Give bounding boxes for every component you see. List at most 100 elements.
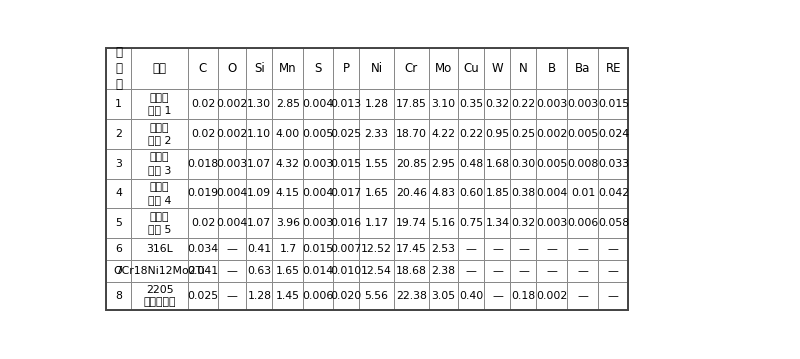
Bar xyxy=(106,178,131,208)
Bar xyxy=(394,149,429,178)
Bar xyxy=(458,238,485,260)
Bar xyxy=(510,208,537,238)
Text: 0.006: 0.006 xyxy=(567,218,598,228)
Bar xyxy=(359,178,394,208)
Bar xyxy=(246,238,272,260)
Bar xyxy=(598,48,628,89)
Text: 3: 3 xyxy=(115,159,122,169)
Text: 0.02: 0.02 xyxy=(190,218,215,228)
Text: 本发明
合金 3: 本发明 合金 3 xyxy=(148,153,171,175)
Bar xyxy=(458,149,485,178)
Bar xyxy=(218,208,246,238)
Text: 0.003: 0.003 xyxy=(536,218,568,228)
Bar xyxy=(272,119,303,149)
Bar xyxy=(458,208,485,238)
Bar xyxy=(485,283,510,309)
Bar xyxy=(188,48,218,89)
Bar xyxy=(131,149,188,178)
Text: 0.042: 0.042 xyxy=(598,188,629,199)
Text: Mo: Mo xyxy=(435,62,452,75)
Bar xyxy=(303,178,333,208)
Bar xyxy=(272,89,303,119)
Bar xyxy=(458,119,485,149)
Bar xyxy=(333,238,359,260)
Text: 20.85: 20.85 xyxy=(396,159,426,169)
Text: 20.46: 20.46 xyxy=(396,188,426,199)
Bar xyxy=(429,238,458,260)
Text: 3.10: 3.10 xyxy=(431,99,455,109)
Bar xyxy=(598,238,628,260)
Text: —: — xyxy=(226,291,238,301)
Bar xyxy=(598,89,628,119)
Bar xyxy=(394,283,429,309)
Text: Ni: Ni xyxy=(370,62,382,75)
Text: 8: 8 xyxy=(115,291,122,301)
Bar xyxy=(303,119,333,149)
Bar xyxy=(567,260,598,283)
Text: 0.020: 0.020 xyxy=(330,291,362,301)
Text: 0.004: 0.004 xyxy=(217,218,248,228)
Text: Si: Si xyxy=(254,62,265,75)
Text: 4.83: 4.83 xyxy=(431,188,455,199)
Bar xyxy=(272,260,303,283)
Bar xyxy=(458,283,485,309)
Text: —: — xyxy=(466,266,477,276)
Bar xyxy=(106,48,131,89)
Bar xyxy=(303,149,333,178)
Text: 0.22: 0.22 xyxy=(459,129,483,139)
Text: 0.02: 0.02 xyxy=(190,99,215,109)
Bar xyxy=(218,283,246,309)
Bar xyxy=(537,178,567,208)
Text: 0.60: 0.60 xyxy=(459,188,483,199)
Bar xyxy=(394,260,429,283)
Bar xyxy=(188,260,218,283)
Text: 0.019: 0.019 xyxy=(187,188,218,199)
Text: N: N xyxy=(519,62,528,75)
Bar xyxy=(485,149,510,178)
Bar xyxy=(246,208,272,238)
Text: 1.34: 1.34 xyxy=(486,218,510,228)
Bar xyxy=(246,283,272,309)
Text: 0.75: 0.75 xyxy=(459,218,483,228)
Text: 0.005: 0.005 xyxy=(302,129,334,139)
Bar xyxy=(246,119,272,149)
Text: 0.015: 0.015 xyxy=(302,244,334,254)
Text: 0.95: 0.95 xyxy=(486,129,510,139)
Text: OCr18Ni12Mo2Ti: OCr18Ni12Mo2Ti xyxy=(114,266,206,276)
Text: 0.004: 0.004 xyxy=(536,188,568,199)
Bar xyxy=(272,283,303,309)
Text: 1.55: 1.55 xyxy=(365,159,389,169)
Text: 5.16: 5.16 xyxy=(431,218,455,228)
Text: —: — xyxy=(492,291,503,301)
Text: 本发明
合金 5: 本发明 合金 5 xyxy=(148,212,171,234)
Bar xyxy=(359,149,394,178)
Bar xyxy=(567,178,598,208)
Text: —: — xyxy=(546,244,558,254)
Text: 17.45: 17.45 xyxy=(396,244,426,254)
Bar xyxy=(598,178,628,208)
Text: 0.35: 0.35 xyxy=(459,99,483,109)
Text: 316L: 316L xyxy=(146,244,173,254)
Text: —: — xyxy=(608,291,618,301)
Text: 0.003: 0.003 xyxy=(536,99,568,109)
Text: P: P xyxy=(342,62,350,75)
Bar xyxy=(246,48,272,89)
Bar xyxy=(537,260,567,283)
Text: —: — xyxy=(608,266,618,276)
Text: 0.041: 0.041 xyxy=(187,266,218,276)
Bar xyxy=(429,283,458,309)
Bar xyxy=(333,89,359,119)
Text: 12.52: 12.52 xyxy=(361,244,392,254)
Bar xyxy=(510,238,537,260)
Bar xyxy=(131,260,188,283)
Text: 1.07: 1.07 xyxy=(247,218,271,228)
Bar xyxy=(458,48,485,89)
Text: —: — xyxy=(518,266,529,276)
Text: 2.95: 2.95 xyxy=(431,159,455,169)
Text: 0.005: 0.005 xyxy=(536,159,568,169)
Bar xyxy=(598,260,628,283)
Text: 0.004: 0.004 xyxy=(302,188,334,199)
Bar xyxy=(333,48,359,89)
Bar xyxy=(131,208,188,238)
Text: 0.016: 0.016 xyxy=(330,218,362,228)
